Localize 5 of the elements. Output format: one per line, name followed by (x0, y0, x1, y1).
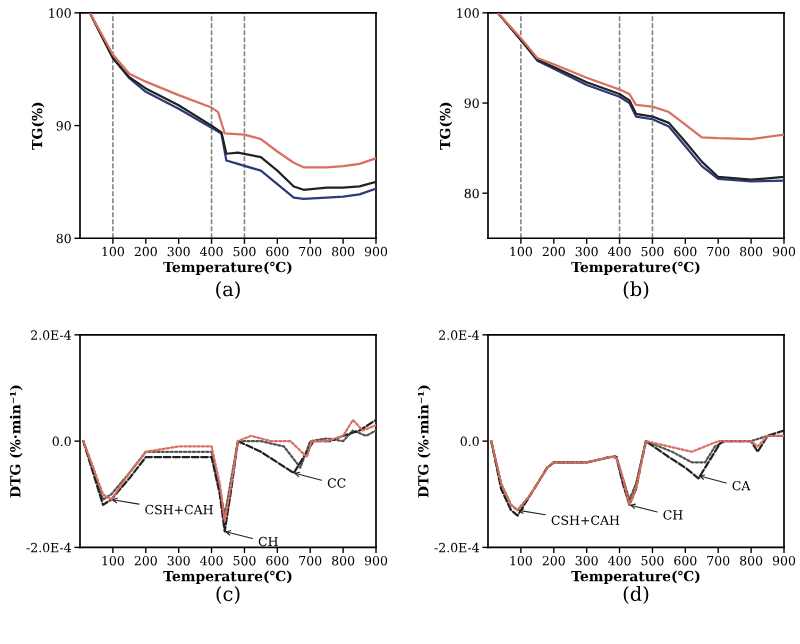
text: (a) (216, 281, 240, 300)
text: (c) (216, 586, 240, 604)
line-series (496, 12, 784, 141)
text: (b) (623, 281, 649, 300)
text: (d) (623, 586, 649, 604)
